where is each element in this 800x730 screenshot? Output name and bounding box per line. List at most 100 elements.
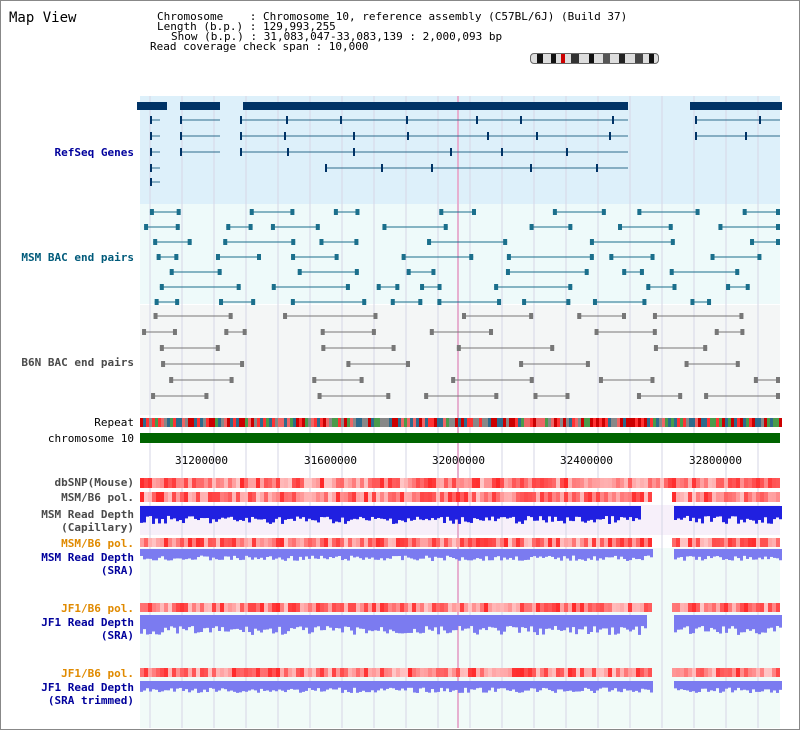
- pol-heat-cell: [248, 492, 252, 502]
- depth-bar: [500, 506, 503, 518]
- depth-bar: [437, 549, 440, 558]
- track-label-msm-depth-capillary[interactable]: MSM Read Depth: [41, 508, 134, 521]
- depth-bar: [419, 615, 422, 634]
- bac-end: [497, 299, 502, 305]
- pol-heat-cell: [680, 668, 684, 677]
- track-label-msm-b6-pol-sra[interactable]: MSM/B6 pol.: [61, 537, 134, 550]
- pol-heat-cell: [372, 668, 376, 677]
- depth-bar: [743, 506, 746, 523]
- track-label-jf1-depth-sra[interactable]: JF1 Read Depth: [41, 616, 134, 629]
- pol-heat-cell: [344, 538, 348, 547]
- bac-end: [390, 299, 395, 305]
- depth-bar: [293, 549, 296, 561]
- exon-mark: [150, 148, 152, 156]
- track-label-dbsnp[interactable]: dbSNP(Mouse): [54, 476, 134, 489]
- depth-bar: [461, 615, 464, 631]
- depth-bar: [194, 681, 197, 689]
- pol-heat-cell: [576, 603, 580, 612]
- depth-bar: [194, 506, 197, 519]
- repeat-mark: [317, 418, 320, 427]
- depth-bar: [293, 506, 296, 521]
- track-label-msm-bac[interactable]: MSM BAC end pairs: [21, 251, 134, 264]
- pol-heat-cell: [520, 603, 524, 612]
- track-label-msm-b6-pol[interactable]: MSM/B6 pol.: [61, 491, 134, 504]
- repeat-mark: [209, 418, 212, 427]
- pol-heat-cell: [324, 538, 328, 547]
- snp-heat-cell: [384, 478, 388, 488]
- pol-heat-cell: [272, 668, 276, 677]
- depth-bar: [359, 506, 362, 517]
- pol-heat-cell: [440, 603, 444, 612]
- depth-bar: [425, 506, 428, 519]
- snp-heat-cell: [620, 478, 624, 488]
- depth-bar: [578, 615, 581, 630]
- depth-bar: [380, 615, 383, 628]
- track-label-jf1-b6-pol[interactable]: JF1/B6 pol.: [61, 602, 134, 615]
- depth-bar: [161, 681, 164, 692]
- repeat-mark: [188, 418, 191, 427]
- track-label-jf1-depth-trimmed[interactable]: JF1 Read Depth: [41, 681, 134, 694]
- depth-bar: [701, 549, 704, 561]
- axis-tick-label: 32000000: [432, 454, 485, 467]
- depth-bar: [170, 681, 173, 689]
- pol-heat-cell: [264, 538, 268, 547]
- depth-bar: [635, 615, 638, 627]
- depth-bar: [395, 615, 398, 633]
- depth-bar: [641, 615, 644, 627]
- depth-bar: [635, 506, 638, 519]
- track-label-refseq[interactable]: RefSeq Genes: [54, 146, 134, 159]
- repeat-mark: [155, 418, 158, 427]
- depth-bar: [545, 615, 548, 629]
- bac-end: [169, 377, 174, 383]
- snp-heat-cell: [484, 478, 488, 488]
- depth-bar: [371, 681, 374, 691]
- pol-heat-cell: [532, 603, 536, 612]
- depth-bar: [593, 681, 596, 693]
- pol-heat-cell: [452, 492, 456, 502]
- depth-bar: [206, 549, 209, 557]
- depth-bar: [500, 549, 503, 561]
- bac-end: [159, 284, 164, 290]
- pol-heat-cell: [512, 492, 516, 502]
- depth-bar: [326, 615, 329, 627]
- depth-bar: [515, 506, 518, 524]
- repeat-mark: [428, 418, 431, 427]
- pol-heat-cell: [416, 603, 420, 612]
- pol-heat-cell: [288, 538, 292, 547]
- depth-bar: [638, 506, 641, 520]
- repeat-mark: [347, 418, 350, 427]
- chromosome-ideogram[interactable]: [530, 53, 659, 64]
- track-label-jf1-b6-pol-trim[interactable]: JF1/B6 pol.: [61, 667, 134, 680]
- exon-mark: [695, 116, 697, 124]
- pol-heat-cell: [412, 538, 416, 547]
- repeat-mark: [632, 418, 635, 427]
- depth-bar: [506, 549, 509, 560]
- depth-bar: [407, 681, 410, 688]
- snp-heat-cell: [444, 478, 448, 488]
- snp-heat-cell: [488, 478, 492, 488]
- repeat-mark: [158, 418, 161, 427]
- depth-bar: [284, 506, 287, 520]
- depth-bar: [347, 615, 350, 628]
- pol-heat-cell: [704, 668, 708, 677]
- depth-bar: [761, 506, 764, 523]
- depth-bar: [764, 549, 767, 557]
- track-label-msm-depth-sra[interactable]: MSM Read Depth: [41, 551, 134, 564]
- track-label-b6n-bac[interactable]: B6N BAC end pairs: [21, 356, 134, 369]
- depth-bar: [443, 681, 446, 692]
- pol-heat-cell: [376, 668, 380, 677]
- pol-heat-cell: [148, 492, 152, 502]
- pol-heat-cell: [632, 492, 636, 502]
- depth-bar: [497, 506, 500, 519]
- depth-bar: [467, 681, 470, 693]
- depth-bar: [263, 681, 266, 691]
- snp-heat-cell: [184, 478, 188, 488]
- depth-bar: [590, 681, 593, 691]
- pol-heat-cell: [584, 538, 588, 547]
- pol-heat-cell: [528, 538, 532, 547]
- bac-end: [461, 313, 466, 319]
- bac-end: [437, 299, 442, 305]
- depth-bar: [221, 549, 224, 560]
- depth-bar: [278, 681, 281, 690]
- depth-bar: [596, 681, 599, 691]
